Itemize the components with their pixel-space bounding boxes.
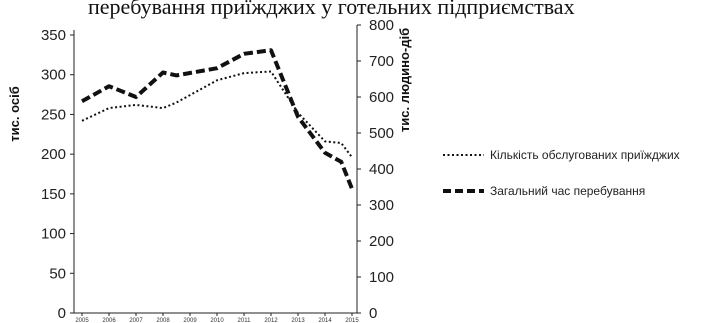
chart-caption: перебування приїжджих у готельних підпри… [88,0,575,19]
x-tick-label-7: 2012 [264,318,278,323]
left-tick-label-1: 50 [49,265,66,282]
left-tick-label-7: 350 [41,27,66,44]
left-tick-label-3: 150 [41,186,66,203]
x-tick-label-1: 2006 [102,318,116,323]
x-axis-ticks: 2005 2006 2007 2008 2009 2010 2011 2012 2013 2014… [75,313,359,323]
x-tick-label-6: 2011 [238,318,252,323]
x-tick-label-10: 2015 [345,318,359,323]
right-tick-label-3: 300 [369,197,394,214]
left-tick-label-6: 300 [41,67,66,84]
right-tick-label-2: 200 [369,233,394,250]
left-tick-label-0: 0 [58,305,66,322]
series-line-0 [81,70,353,158]
x-tick-label-2: 2007 [129,318,143,323]
right-tick-label-4: 400 [369,161,394,178]
right-tick-label-0: 0 [369,305,377,322]
right-tick-label-1: 100 [369,269,394,286]
x-tick-label-5: 2010 [210,318,224,323]
legend-label-stay: Загальний час перебування [490,184,645,198]
x-tick-label-3: 2008 [156,318,170,323]
left-tick-label-5: 250 [41,106,66,123]
x-tick-label-0: 2005 [75,318,89,323]
series-lines [81,48,354,190]
x-tick-label-9: 2014 [318,318,332,323]
right-tick-label-5: 500 [369,125,394,142]
right-axis-ticks: 0 100 200 300 400 500 600 700 800 [357,17,394,322]
x-tick-label-8: 2013 [291,318,305,323]
left-tick-label-2: 100 [41,226,66,243]
right-tick-label-6: 600 [369,89,394,106]
right-axis-title: тис. людино-діб [397,28,412,132]
right-tick-label-7: 700 [369,53,394,70]
legend: Кількість обслугованих приїжджих Загальн… [443,148,680,198]
legend-label-served: Кількість обслугованих приїжджих [490,148,680,162]
left-axis-title: тис. осіб [7,86,22,141]
left-axis-ticks: 0 50 100 150 200 250 300 350 [41,27,74,322]
x-tick-label-4: 2009 [183,318,197,323]
series-line-1 [81,48,354,190]
right-tick-label-8: 800 [369,17,394,34]
left-tick-label-4: 200 [41,146,66,163]
